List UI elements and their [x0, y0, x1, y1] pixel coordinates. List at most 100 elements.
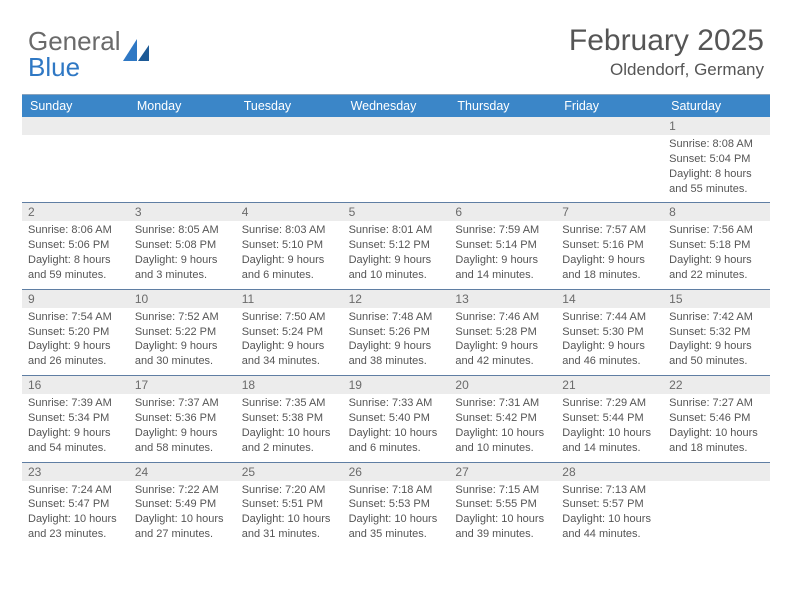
day-detail-line: Sunset: 5:36 PM	[135, 411, 230, 426]
day-detail-line: Daylight: 9 hours and 42 minutes.	[455, 339, 550, 369]
week-row: 9Sunrise: 7:54 AMSunset: 5:20 PMDaylight…	[22, 290, 770, 376]
logo-word2: Blue	[28, 52, 80, 82]
day-details: Sunrise: 7:57 AMSunset: 5:16 PMDaylight:…	[556, 221, 663, 282]
day-details: Sunrise: 7:39 AMSunset: 5:34 PMDaylight:…	[22, 394, 129, 455]
day-detail-line: Sunrise: 7:20 AM	[242, 483, 337, 498]
day-details: Sunrise: 8:01 AMSunset: 5:12 PMDaylight:…	[343, 221, 450, 282]
day-details: Sunrise: 7:15 AMSunset: 5:55 PMDaylight:…	[449, 481, 556, 542]
day-detail-line: Sunset: 5:34 PM	[28, 411, 123, 426]
day-details: Sunrise: 7:54 AMSunset: 5:20 PMDaylight:…	[22, 308, 129, 369]
day-number: 23	[22, 463, 129, 481]
day-cell: 11Sunrise: 7:50 AMSunset: 5:24 PMDayligh…	[236, 290, 343, 375]
day-number	[236, 117, 343, 135]
day-details: Sunrise: 7:33 AMSunset: 5:40 PMDaylight:…	[343, 394, 450, 455]
day-number: 18	[236, 376, 343, 394]
day-detail-line: Daylight: 10 hours and 31 minutes.	[242, 512, 337, 542]
day-detail-line: Sunrise: 7:50 AM	[242, 310, 337, 325]
day-details: Sunrise: 7:24 AMSunset: 5:47 PMDaylight:…	[22, 481, 129, 542]
day-cell	[343, 117, 450, 202]
day-header-row: Sunday Monday Tuesday Wednesday Thursday…	[22, 95, 770, 117]
day-cell: 12Sunrise: 7:48 AMSunset: 5:26 PMDayligh…	[343, 290, 450, 375]
day-cell: 20Sunrise: 7:31 AMSunset: 5:42 PMDayligh…	[449, 376, 556, 461]
day-cell	[22, 117, 129, 202]
day-detail-line: Sunset: 5:20 PM	[28, 325, 123, 340]
day-cell: 7Sunrise: 7:57 AMSunset: 5:16 PMDaylight…	[556, 203, 663, 288]
day-details: Sunrise: 7:22 AMSunset: 5:49 PMDaylight:…	[129, 481, 236, 542]
day-number	[449, 117, 556, 135]
day-cell: 22Sunrise: 7:27 AMSunset: 5:46 PMDayligh…	[663, 376, 770, 461]
day-number: 8	[663, 203, 770, 221]
day-detail-line: Sunrise: 7:37 AM	[135, 396, 230, 411]
day-number: 11	[236, 290, 343, 308]
day-details: Sunrise: 7:50 AMSunset: 5:24 PMDaylight:…	[236, 308, 343, 369]
day-details: Sunrise: 7:44 AMSunset: 5:30 PMDaylight:…	[556, 308, 663, 369]
day-detail-line: Daylight: 9 hours and 38 minutes.	[349, 339, 444, 369]
day-detail-line: Sunrise: 7:35 AM	[242, 396, 337, 411]
weeks-container: 1Sunrise: 8:08 AMSunset: 5:04 PMDaylight…	[22, 117, 770, 548]
day-detail-line: Sunset: 5:53 PM	[349, 497, 444, 512]
day-header: Monday	[129, 95, 236, 117]
day-detail-line: Sunset: 5:57 PM	[562, 497, 657, 512]
day-detail-line: Sunrise: 7:27 AM	[669, 396, 764, 411]
day-number: 28	[556, 463, 663, 481]
day-cell	[449, 117, 556, 202]
day-detail-line: Sunrise: 8:06 AM	[28, 223, 123, 238]
day-cell: 28Sunrise: 7:13 AMSunset: 5:57 PMDayligh…	[556, 463, 663, 548]
day-number: 3	[129, 203, 236, 221]
day-detail-line: Daylight: 9 hours and 50 minutes.	[669, 339, 764, 369]
day-detail-line: Sunrise: 7:44 AM	[562, 310, 657, 325]
day-detail-line: Daylight: 10 hours and 44 minutes.	[562, 512, 657, 542]
day-detail-line: Daylight: 10 hours and 23 minutes.	[28, 512, 123, 542]
day-cell: 4Sunrise: 8:03 AMSunset: 5:10 PMDaylight…	[236, 203, 343, 288]
day-details: Sunrise: 7:59 AMSunset: 5:14 PMDaylight:…	[449, 221, 556, 282]
day-details: Sunrise: 7:20 AMSunset: 5:51 PMDaylight:…	[236, 481, 343, 542]
day-details: Sunrise: 7:37 AMSunset: 5:36 PMDaylight:…	[129, 394, 236, 455]
day-header: Wednesday	[343, 95, 450, 117]
day-detail-line: Daylight: 9 hours and 46 minutes.	[562, 339, 657, 369]
day-cell: 27Sunrise: 7:15 AMSunset: 5:55 PMDayligh…	[449, 463, 556, 548]
title-location: Oldendorf, Germany	[569, 60, 764, 80]
day-number: 13	[449, 290, 556, 308]
day-details: Sunrise: 8:05 AMSunset: 5:08 PMDaylight:…	[129, 221, 236, 282]
day-detail-line: Sunset: 5:12 PM	[349, 238, 444, 253]
day-details: Sunrise: 7:13 AMSunset: 5:57 PMDaylight:…	[556, 481, 663, 542]
day-detail-line: Sunset: 5:06 PM	[28, 238, 123, 253]
day-detail-line: Daylight: 9 hours and 3 minutes.	[135, 253, 230, 283]
title-month: February 2025	[569, 24, 764, 58]
day-cell: 10Sunrise: 7:52 AMSunset: 5:22 PMDayligh…	[129, 290, 236, 375]
day-detail-line: Daylight: 10 hours and 2 minutes.	[242, 426, 337, 456]
day-number: 22	[663, 376, 770, 394]
day-cell: 13Sunrise: 7:46 AMSunset: 5:28 PMDayligh…	[449, 290, 556, 375]
day-detail-line: Sunrise: 7:42 AM	[669, 310, 764, 325]
day-cell: 16Sunrise: 7:39 AMSunset: 5:34 PMDayligh…	[22, 376, 129, 461]
day-cell	[663, 463, 770, 548]
day-detail-line: Daylight: 10 hours and 27 minutes.	[135, 512, 230, 542]
day-detail-line: Sunset: 5:49 PM	[135, 497, 230, 512]
day-cell: 17Sunrise: 7:37 AMSunset: 5:36 PMDayligh…	[129, 376, 236, 461]
day-detail-line: Sunset: 5:08 PM	[135, 238, 230, 253]
day-details: Sunrise: 7:48 AMSunset: 5:26 PMDaylight:…	[343, 308, 450, 369]
day-detail-line: Sunset: 5:30 PM	[562, 325, 657, 340]
day-detail-line: Daylight: 9 hours and 34 minutes.	[242, 339, 337, 369]
day-number: 10	[129, 290, 236, 308]
day-cell	[236, 117, 343, 202]
day-detail-line: Sunrise: 8:01 AM	[349, 223, 444, 238]
day-number: 5	[343, 203, 450, 221]
day-number: 9	[22, 290, 129, 308]
day-number: 4	[236, 203, 343, 221]
day-detail-line: Daylight: 9 hours and 14 minutes.	[455, 253, 550, 283]
week-row: 23Sunrise: 7:24 AMSunset: 5:47 PMDayligh…	[22, 463, 770, 548]
day-detail-line: Sunset: 5:10 PM	[242, 238, 337, 253]
day-number	[556, 117, 663, 135]
day-detail-line: Sunset: 5:44 PM	[562, 411, 657, 426]
day-cell: 9Sunrise: 7:54 AMSunset: 5:20 PMDaylight…	[22, 290, 129, 375]
day-detail-line: Sunset: 5:32 PM	[669, 325, 764, 340]
day-number: 20	[449, 376, 556, 394]
day-header: Thursday	[449, 95, 556, 117]
day-cell: 2Sunrise: 8:06 AMSunset: 5:06 PMDaylight…	[22, 203, 129, 288]
day-detail-line: Sunset: 5:18 PM	[669, 238, 764, 253]
day-number: 17	[129, 376, 236, 394]
week-row: 16Sunrise: 7:39 AMSunset: 5:34 PMDayligh…	[22, 376, 770, 462]
day-number: 14	[556, 290, 663, 308]
day-detail-line: Daylight: 9 hours and 10 minutes.	[349, 253, 444, 283]
